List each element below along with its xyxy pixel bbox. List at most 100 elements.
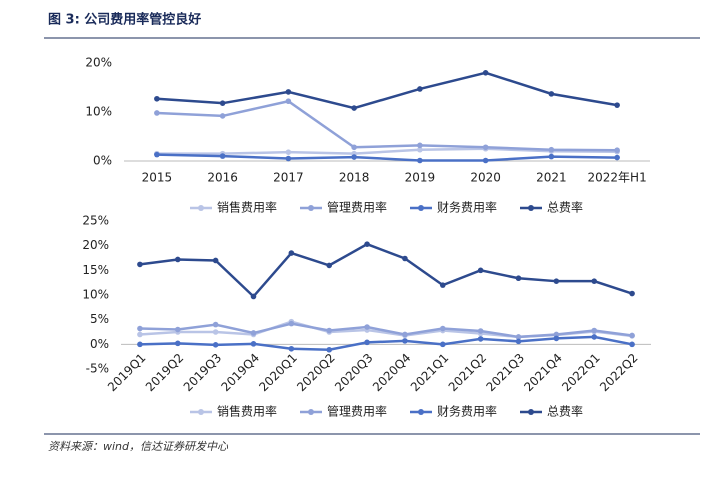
x-tick-label: 2020Q2 <box>294 351 338 395</box>
point <box>288 320 295 327</box>
x-tick-label: 2020Q4 <box>370 351 414 395</box>
point <box>285 155 292 162</box>
point <box>553 335 560 342</box>
point <box>591 334 598 340</box>
x-tick-label: 2020Q3 <box>332 351 376 395</box>
legend-label: 总费率 <box>547 404 583 419</box>
source-note: 资料来源：wind，信达证券研发中心 <box>48 440 229 453</box>
point <box>137 261 143 268</box>
point <box>154 110 160 116</box>
series-line <box>156 153 618 162</box>
point <box>417 86 423 92</box>
y-tick-label: 10% <box>85 105 112 119</box>
legend-marker <box>198 409 204 415</box>
point <box>439 341 446 348</box>
point <box>285 98 292 105</box>
point <box>614 147 620 154</box>
point <box>137 325 143 332</box>
point <box>364 241 370 247</box>
point <box>477 336 484 342</box>
legend-label: 财务费用率 <box>437 404 497 419</box>
point <box>326 327 333 334</box>
x-tick-label: 2018 <box>339 171 370 185</box>
point <box>219 100 226 106</box>
x-tick-label: 2021 <box>536 171 567 185</box>
legend-label: 总费率 <box>547 200 583 215</box>
point <box>174 256 181 263</box>
point <box>137 331 143 338</box>
y-tick-label: -5% <box>86 362 109 376</box>
x-tick-label: 2021Q4 <box>521 351 565 395</box>
point <box>614 154 620 161</box>
point <box>629 341 635 348</box>
point <box>326 262 333 269</box>
point <box>351 154 357 160</box>
series-line <box>156 71 618 110</box>
point <box>629 290 635 297</box>
point <box>417 157 423 164</box>
point <box>553 331 560 338</box>
point <box>288 250 295 256</box>
point <box>154 151 160 158</box>
series-line <box>139 322 633 339</box>
x-tick-label: 2022Q1 <box>559 351 603 395</box>
point <box>417 146 423 153</box>
point <box>212 329 219 335</box>
x-tick-label: 2019Q3 <box>181 351 225 395</box>
point <box>439 282 446 288</box>
point <box>548 91 555 97</box>
point <box>629 332 635 339</box>
point <box>482 157 489 164</box>
point <box>439 325 446 332</box>
y-tick-label: 20% <box>85 56 112 70</box>
legend-marker <box>418 409 424 415</box>
point <box>174 326 181 333</box>
legend-label: 销售费用率 <box>217 200 277 215</box>
legend-marker <box>308 205 314 211</box>
point <box>174 340 181 347</box>
point <box>515 338 522 345</box>
x-tick-label: 2019Q2 <box>143 351 187 395</box>
point <box>154 95 160 102</box>
x-tick-label: 2019Q1 <box>105 351 149 395</box>
y-tick-label: 0% <box>90 337 109 351</box>
point <box>285 149 292 155</box>
point <box>402 338 408 344</box>
point <box>548 153 555 160</box>
point <box>326 346 333 353</box>
x-tick-label: 2021Q1 <box>408 351 452 395</box>
x-tick-label: 2017 <box>273 171 304 185</box>
x-tick-label: 2019Q4 <box>219 351 263 395</box>
x-tick-label: 2021Q2 <box>446 351 490 395</box>
point <box>250 330 257 336</box>
point <box>548 146 555 153</box>
point <box>553 278 560 284</box>
point <box>212 342 219 348</box>
y-tick-label: 15% <box>82 263 109 277</box>
y-tick-label: 0% <box>93 154 112 168</box>
point <box>219 113 226 119</box>
y-tick-label: 25% <box>82 214 109 228</box>
point <box>364 324 370 330</box>
y-tick-label: 20% <box>82 238 109 252</box>
legend-marker <box>528 205 534 211</box>
point <box>402 331 408 338</box>
y-tick-label: 5% <box>90 312 109 326</box>
point <box>477 267 484 274</box>
legend-label: 管理费用率 <box>327 200 387 215</box>
point <box>288 345 295 352</box>
series-line <box>139 242 633 299</box>
y-tick-label: 10% <box>82 288 109 302</box>
point <box>212 321 219 328</box>
x-tick-label: 2019 <box>405 171 436 185</box>
series-line <box>156 99 618 152</box>
point <box>614 102 620 108</box>
point <box>137 341 143 348</box>
x-tick-label: 2015 <box>142 171 173 185</box>
point <box>250 293 257 300</box>
point <box>351 105 357 111</box>
point <box>417 142 423 149</box>
point <box>250 341 257 347</box>
series-line <box>139 335 633 352</box>
